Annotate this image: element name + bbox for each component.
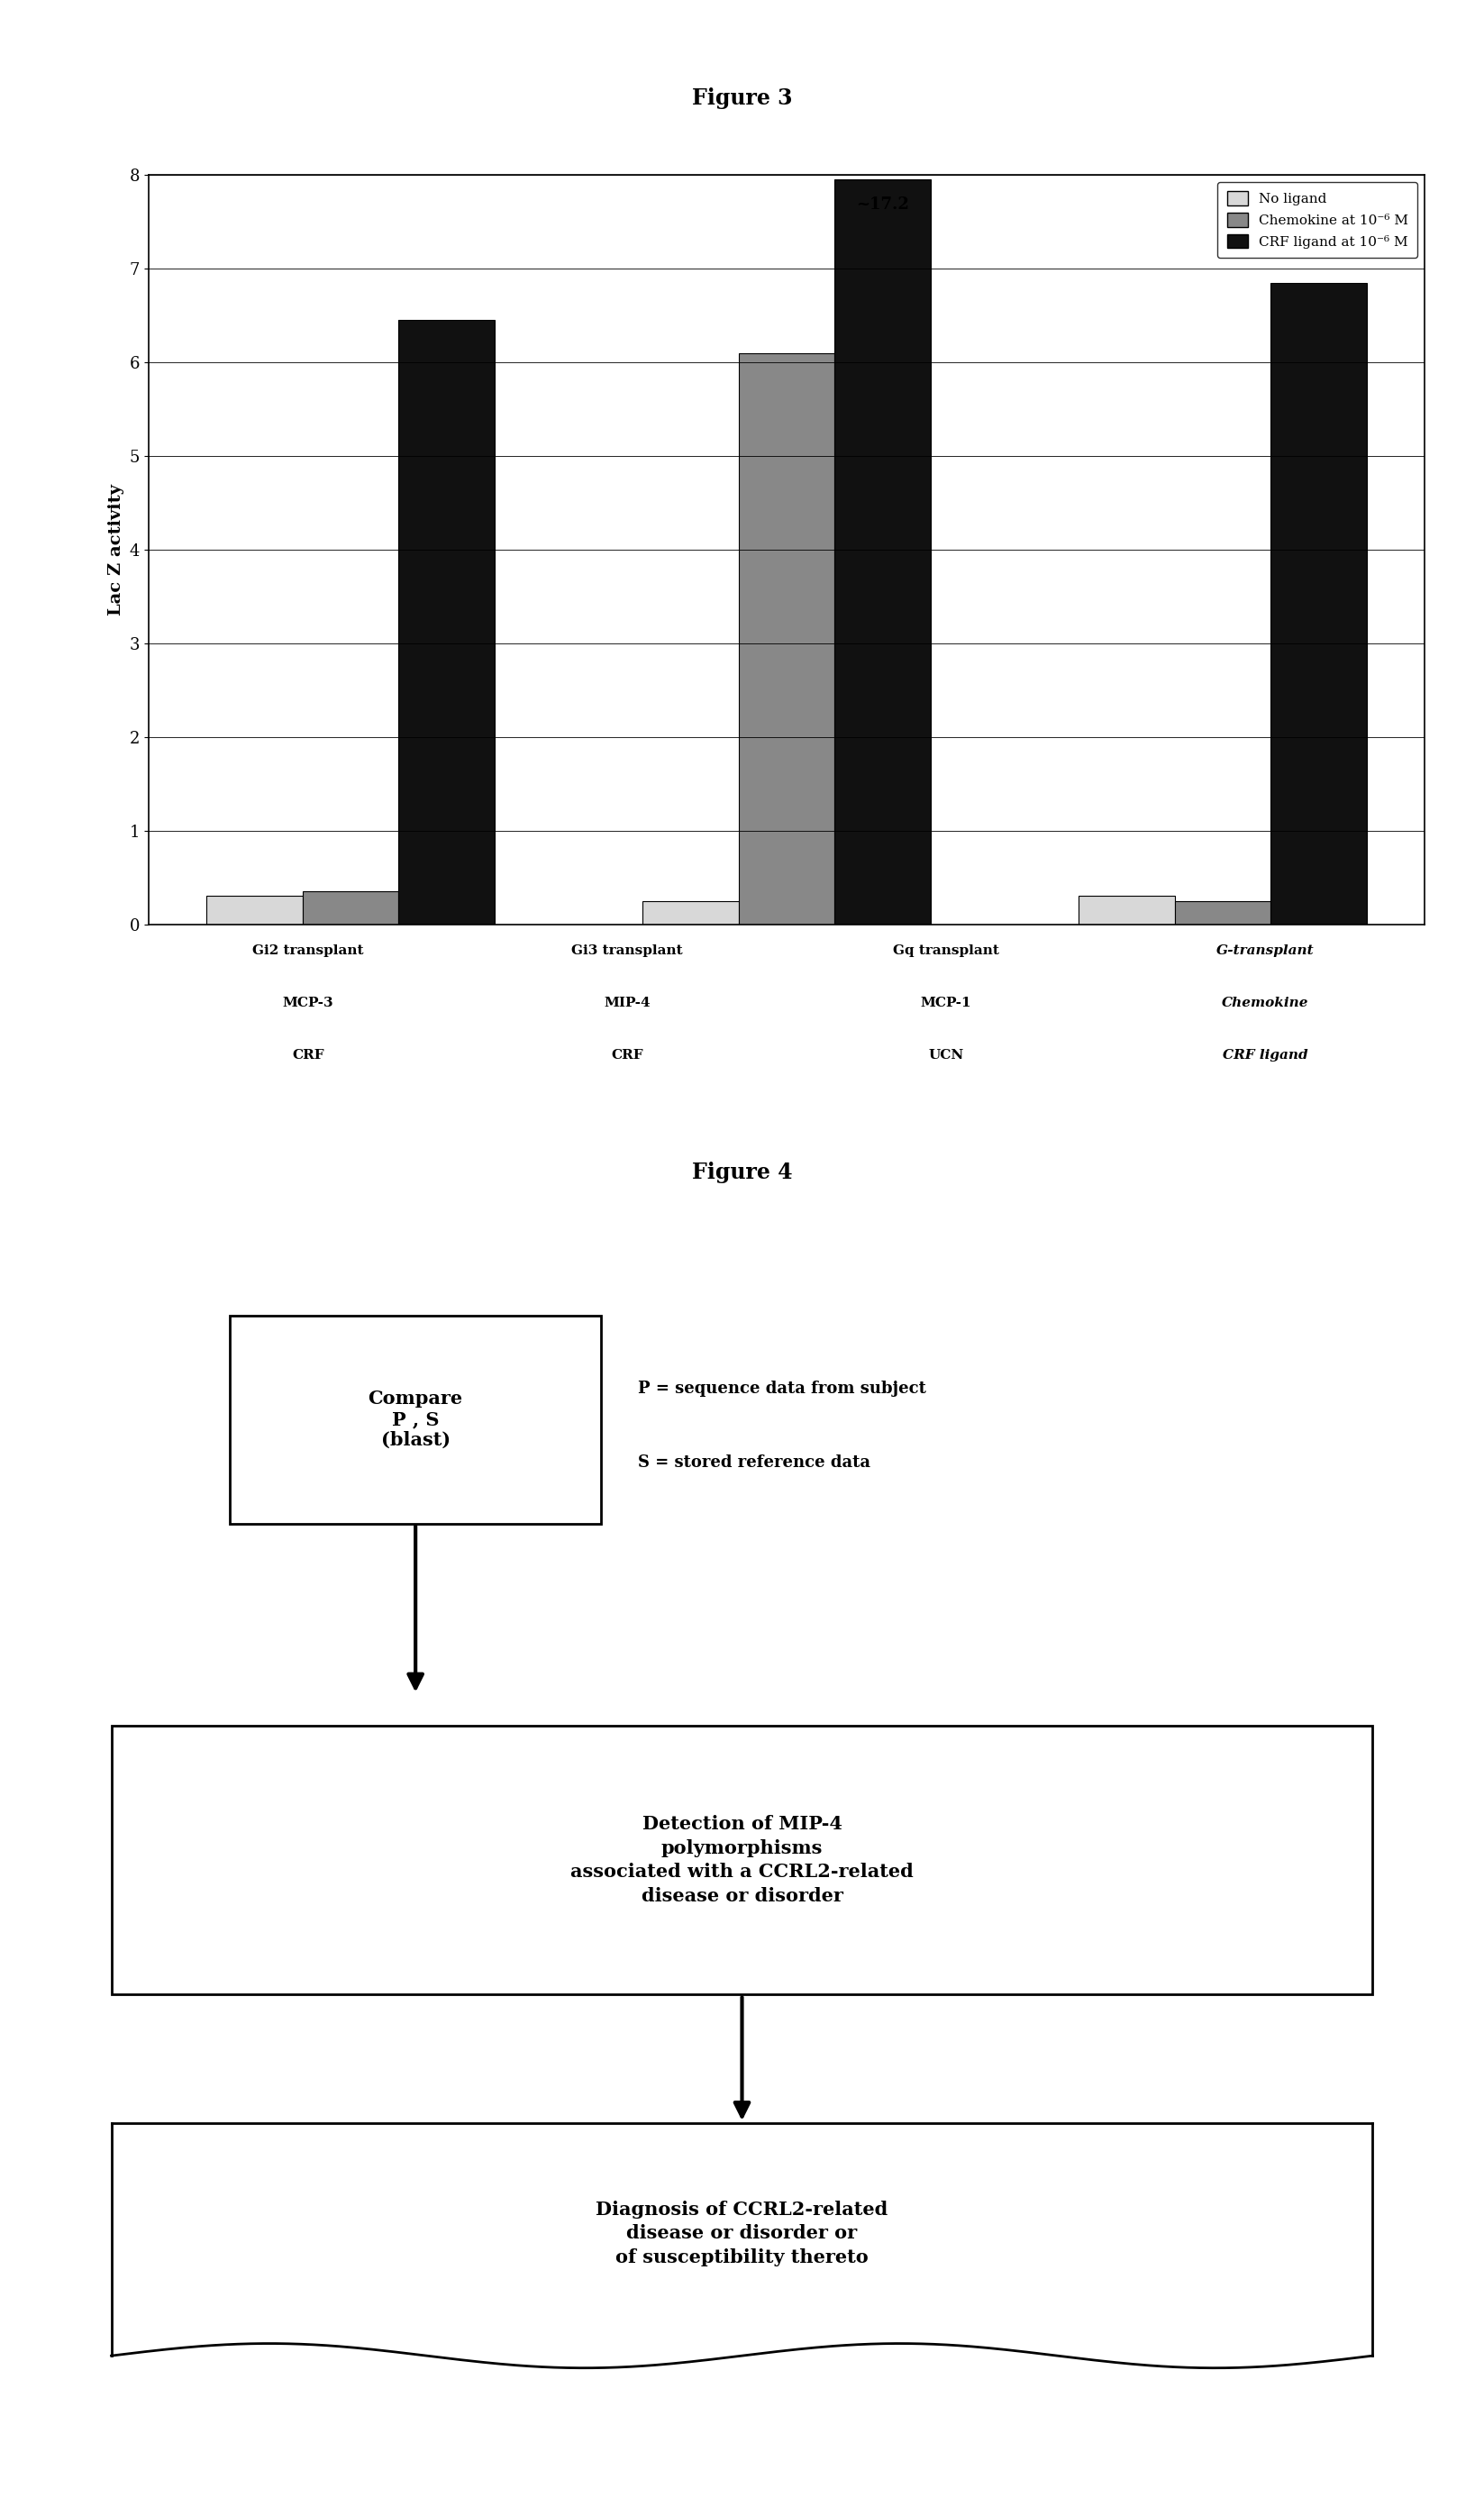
Bar: [398, 320, 494, 924]
Text: P = sequence data from subject: P = sequence data from subject: [638, 1381, 926, 1396]
Bar: [1175, 902, 1270, 924]
Text: MCP-3: MCP-3: [282, 997, 334, 1009]
Text: Gi3 transplant: Gi3 transplant: [571, 944, 683, 957]
Legend: No ligand, Chemokine at 10⁻⁶ M, CRF ligand at 10⁻⁶ M: No ligand, Chemokine at 10⁻⁶ M, CRF liga…: [1217, 182, 1417, 257]
Bar: [111, 1726, 1373, 1993]
Text: S = stored reference data: S = stored reference data: [638, 1454, 871, 1471]
Y-axis label: Lac Z activity: Lac Z activity: [108, 485, 125, 615]
Text: G-transplant: G-transplant: [1217, 944, 1313, 957]
Text: Figure 4: Figure 4: [692, 1162, 792, 1184]
Bar: [739, 352, 834, 924]
Text: Detection of MIP-4
polymorphisms
associated with a CCRL2-related
disease or diso: Detection of MIP-4 polymorphisms associa…: [570, 1816, 914, 1903]
Text: Gi2 transplant: Gi2 transplant: [252, 944, 364, 957]
Text: CRF: CRF: [611, 1049, 643, 1062]
Text: Diagnosis of CCRL2-related
disease or disorder or
of susceptibility thereto: Diagnosis of CCRL2-related disease or di…: [597, 2201, 887, 2266]
Text: Chemokine: Chemokine: [1221, 997, 1309, 1009]
Bar: [230, 1316, 601, 1524]
Bar: [834, 180, 930, 924]
Text: CRF: CRF: [292, 1049, 324, 1062]
Text: Figure 3: Figure 3: [692, 87, 792, 110]
Bar: [1079, 897, 1175, 924]
Bar: [206, 897, 303, 924]
Bar: [1270, 282, 1367, 924]
Text: Gq transplant: Gq transplant: [893, 944, 999, 957]
Text: MIP-4: MIP-4: [604, 997, 650, 1009]
Text: UCN: UCN: [929, 1049, 963, 1062]
Bar: [643, 902, 739, 924]
Text: Compare
P , S
(blast): Compare P , S (blast): [368, 1389, 463, 1449]
Text: ~17.2: ~17.2: [856, 197, 910, 212]
Bar: [303, 892, 398, 924]
Text: CRF ligand: CRF ligand: [1223, 1049, 1307, 1062]
Text: MCP-1: MCP-1: [920, 997, 972, 1009]
